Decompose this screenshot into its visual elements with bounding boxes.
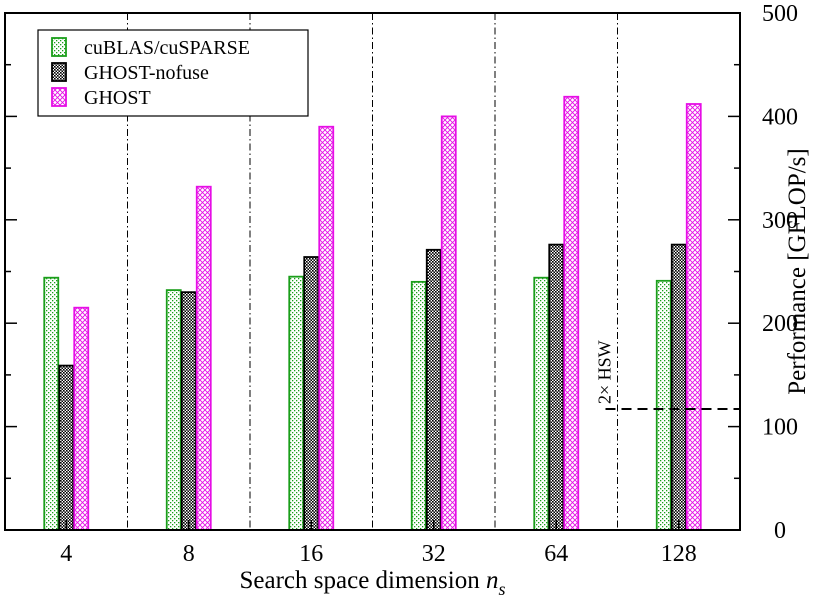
legend: cuBLAS/cuSPARSE GHOST-nofuse GHOST [37, 29, 309, 117]
legend-swatch [51, 62, 67, 82]
x-tick-label: 8 [183, 541, 195, 567]
bar [73, 306, 90, 531]
bar [180, 291, 197, 531]
bar [58, 364, 75, 531]
group-separators [127, 13, 618, 530]
bar [685, 103, 702, 531]
x-tick-label: 128 [661, 541, 697, 567]
y-tick-label: 200 [762, 311, 798, 337]
bar [43, 276, 60, 531]
bar [563, 95, 580, 531]
x-tick-label: 4 [60, 541, 72, 567]
bar [410, 280, 427, 531]
hsw-annotation: 2× HSW [595, 340, 740, 411]
bar [548, 243, 565, 531]
x-axis-title-sub: s [498, 579, 505, 599]
bar [195, 185, 212, 531]
x-tick-label: 64 [544, 541, 568, 567]
y-tick-label: 500 [762, 1, 798, 27]
x-axis-title: Search space dimension ns [240, 567, 506, 599]
y-axis-title: Performance [GFLOP/s] [784, 148, 811, 394]
bar [288, 275, 305, 531]
hsw-label: 2× HSW [595, 340, 615, 404]
bar [303, 256, 320, 531]
bar [440, 115, 457, 531]
legend-label: GHOST [84, 87, 151, 109]
x-tick-label: 16 [299, 541, 323, 567]
bar [655, 279, 672, 531]
x-axis-title-var: n [486, 567, 499, 594]
legend-swatch [51, 87, 67, 107]
y-axis: 0 100 200 300 400 500 [5, 1, 798, 544]
x-axis: 4 8 16 32 64 128 [60, 520, 697, 567]
bar [165, 289, 182, 531]
legend-label: cuBLAS/cuSPARSE [84, 37, 250, 59]
bar [533, 276, 550, 531]
x-axis-title-text: Search space dimension [240, 567, 481, 594]
bar [425, 248, 442, 531]
y-tick-label: 0 [774, 518, 786, 544]
legend-swatch [51, 37, 67, 57]
y-tick-label: 100 [762, 415, 798, 441]
bar [318, 125, 335, 531]
y-tick-label: 300 [762, 208, 798, 234]
legend-box [37, 29, 309, 117]
bars [43, 95, 702, 531]
y-tick-label: 400 [762, 104, 798, 130]
bar [670, 243, 687, 531]
x-tick-label: 32 [422, 541, 446, 567]
legend-label: GHOST-nofuse [84, 62, 209, 84]
